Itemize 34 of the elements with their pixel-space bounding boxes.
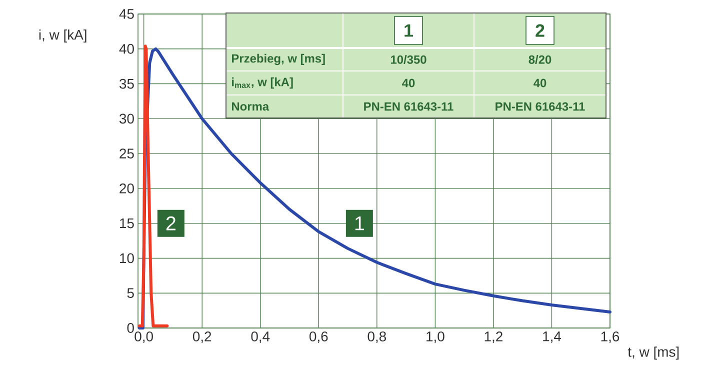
x-tick-label: 0,6 bbox=[309, 332, 328, 344]
y-tick-label: 0 bbox=[127, 323, 134, 333]
x-tick-label: 0,0 bbox=[134, 332, 153, 344]
y-tick-label: 35 bbox=[120, 78, 134, 89]
text: PN-EN 61643-11 bbox=[364, 102, 454, 111]
y-tick-label: 40 bbox=[119, 44, 134, 54]
y-tick-label: 20 bbox=[120, 183, 134, 194]
x-axis-title: t, w [ms] bbox=[628, 346, 679, 360]
text: 40 bbox=[402, 78, 415, 88]
category-label: 2 bbox=[536, 24, 544, 37]
y-tick-label: 5 bbox=[127, 288, 134, 298]
x-tick-label: 1,0 bbox=[426, 332, 444, 344]
x-tick-label: 0,2 bbox=[192, 332, 212, 344]
category-label: i$_{max}$, w [kA] bbox=[232, 77, 293, 89]
text: 8/20 bbox=[528, 55, 552, 64]
x-tick-label: 1,4 bbox=[543, 332, 562, 343]
category-label: 1 bbox=[404, 24, 414, 37]
x-tick-label: 1,6 bbox=[601, 332, 620, 344]
category-label: Przebieg, w [ms] bbox=[232, 54, 325, 66]
y-tick-label: 45 bbox=[119, 9, 134, 19]
y-axis-title: i, w [kA] bbox=[39, 29, 86, 42]
x-tick-label: 0,4 bbox=[251, 332, 270, 344]
y-tick-label: 25 bbox=[120, 148, 134, 158]
y-tick-label: 30 bbox=[120, 114, 134, 124]
y-tick-label: 15 bbox=[120, 218, 134, 228]
annotation: 2 bbox=[166, 216, 176, 230]
annotation: 1 bbox=[355, 216, 364, 230]
category-label: Norma bbox=[232, 102, 270, 111]
text: 40 bbox=[534, 78, 546, 88]
x-tick-label: 1,2 bbox=[484, 332, 502, 344]
y-tick-label: 10 bbox=[120, 253, 134, 264]
x-tick-label: 0,8 bbox=[368, 332, 386, 344]
text: PN-EN 61643-11 bbox=[496, 102, 585, 111]
text: 10/350 bbox=[390, 55, 426, 64]
